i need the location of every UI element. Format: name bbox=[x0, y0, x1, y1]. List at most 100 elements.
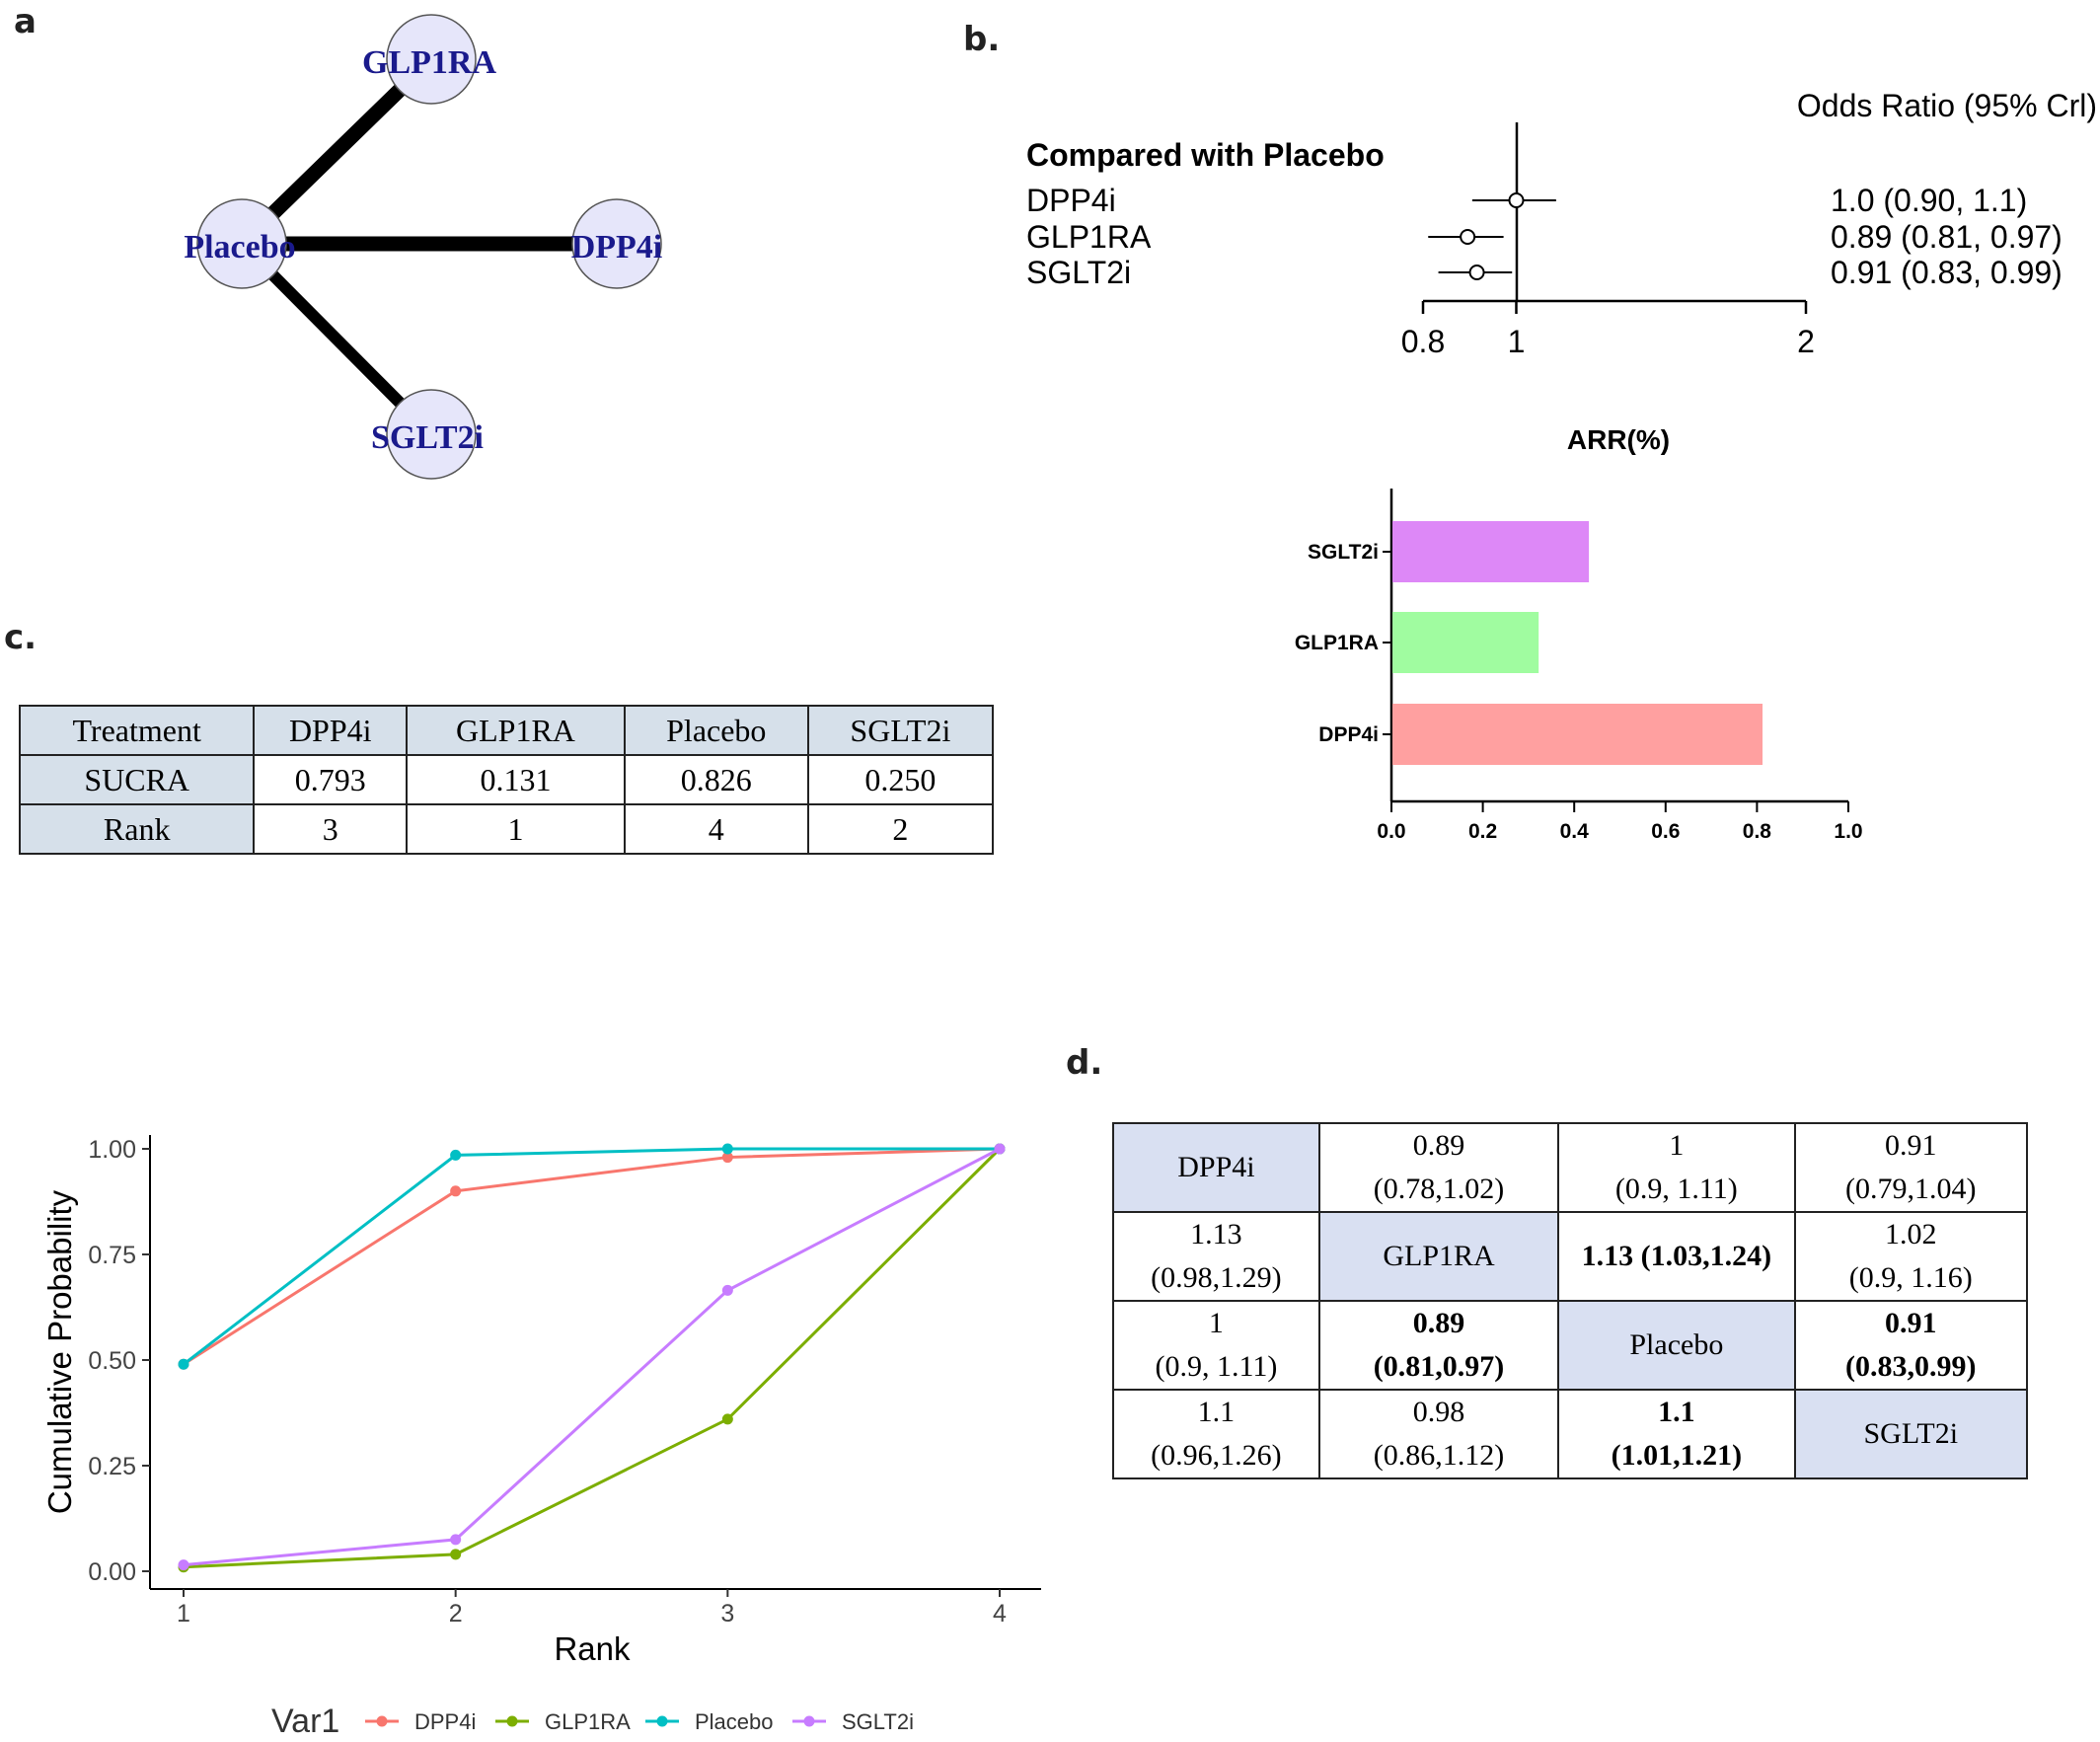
league-cell-interval: (0.98,1.29) bbox=[1151, 1261, 1282, 1294]
league-cell: 1.1 (0.96,1.26) bbox=[1112, 1389, 1320, 1479]
sucra-cell: 0.793 bbox=[253, 754, 409, 805]
sucra-row: Rank 3 1 4 2 bbox=[18, 803, 995, 855]
rank-series-placebo bbox=[178, 1143, 1006, 1370]
forest-plot: Odds Ratio (95% Crl) Compared with Place… bbox=[1026, 88, 2097, 359]
forest-row-label: GLP1RA bbox=[1026, 219, 1152, 255]
rank-data-point bbox=[450, 1534, 462, 1546]
sucra-cell: 4 bbox=[623, 803, 809, 855]
forest-tick-label: 0.8 bbox=[1401, 324, 1445, 359]
rank-data-point bbox=[450, 1549, 462, 1560]
league-cell: 0.89 (0.78,1.02) bbox=[1317, 1122, 1560, 1213]
forest-tick-label: 2 bbox=[1797, 324, 1815, 359]
arr-bar bbox=[1392, 521, 1590, 582]
rank-series-line bbox=[183, 1147, 1001, 1567]
arr-x-tick-label: 0.0 bbox=[1377, 820, 1405, 843]
legend-label: DPP4i bbox=[414, 1709, 476, 1734]
forest-row-label: SGLT2i bbox=[1026, 255, 1131, 290]
league-cell-interval: (0.96,1.26) bbox=[1151, 1439, 1282, 1472]
rank-series-line bbox=[183, 1147, 1002, 1569]
forest-point-estimate bbox=[1468, 265, 1485, 280]
node-sglt2i bbox=[386, 389, 477, 480]
panel-label-c: c. bbox=[4, 618, 38, 657]
arr-title: ARR(%) bbox=[1567, 424, 1670, 455]
node-label-placebo: Placebo bbox=[184, 229, 295, 265]
legend-item: Placebo bbox=[645, 1709, 774, 1734]
league-cell-estimate: SGLT2i bbox=[1863, 1417, 1959, 1450]
forest-header: Odds Ratio (95% Crl) bbox=[1797, 88, 2097, 123]
rank-data-point bbox=[178, 1559, 189, 1571]
rank-y-tick-label: 0.75 bbox=[88, 1242, 136, 1269]
league-cell-estimate: DPP4i bbox=[1177, 1151, 1255, 1183]
forest-row: DPP4i 1.0 (0.90, 1.1) bbox=[1026, 183, 2027, 218]
rank-data-point bbox=[721, 1143, 733, 1155]
rank-xlabel: Rank bbox=[554, 1630, 631, 1667]
arr-bar bbox=[1392, 704, 1763, 765]
rank-x-tick-label: 4 bbox=[993, 1600, 1007, 1628]
rank-data-point bbox=[721, 1152, 733, 1164]
league-diagonal-cell: GLP1RA bbox=[1317, 1211, 1560, 1302]
league-cell-estimate: 0.89 bbox=[1412, 1129, 1465, 1162]
league-cell-interval: (0.79,1.04) bbox=[1845, 1173, 1977, 1205]
league-cell: 0.91 (0.79,1.04) bbox=[1793, 1122, 2029, 1213]
league-diagonal-cell: Placebo bbox=[1557, 1300, 1796, 1391]
rank-data-point bbox=[721, 1284, 733, 1296]
league-cell-estimate: Placebo bbox=[1629, 1328, 1724, 1361]
arr-x-tick-label: 1.0 bbox=[1834, 820, 1862, 843]
league-cell: 0.98 (0.86,1.12) bbox=[1317, 1389, 1560, 1479]
forest-row-value: 0.89 (0.81, 0.97) bbox=[1831, 219, 2062, 255]
arr-x-tick-label: 0.2 bbox=[1468, 820, 1497, 843]
sucra-header-cell: Placebo bbox=[623, 705, 809, 756]
arr-x-tick-label: 0.4 bbox=[1560, 820, 1590, 843]
arr-bar-chart: ARR(%) SGLT2i GLP1RA DPP4i 0.0 0.2 0.4 0.6 0.8… bbox=[1295, 424, 1863, 843]
rank-data-point bbox=[450, 1185, 462, 1197]
legend-label: GLP1RA bbox=[545, 1709, 631, 1734]
node-label-dpp4i: DPP4i bbox=[571, 229, 663, 265]
league-cell-estimate: 1.1 bbox=[1197, 1396, 1236, 1428]
legend-label: SGLT2i bbox=[842, 1709, 914, 1734]
sucra-header-row: Treatment DPP4i GLP1RA Placebo SGLT2i bbox=[18, 705, 995, 756]
legend-label: Placebo bbox=[695, 1709, 774, 1734]
panel-label-d: d. bbox=[1066, 1043, 1103, 1083]
sucra-header-cell: DPP4i bbox=[253, 705, 409, 756]
rank-series-glp1ra bbox=[178, 1143, 1006, 1573]
forest-row-label: DPP4i bbox=[1026, 183, 1116, 218]
rank-data-point bbox=[450, 1149, 462, 1161]
arr-category-label: GLP1RA bbox=[1295, 632, 1379, 654]
forest-group-title: Compared with Placebo bbox=[1026, 137, 1385, 173]
arr-bar bbox=[1392, 612, 1539, 673]
rank-x-tick-label: 1 bbox=[177, 1600, 190, 1628]
league-row: 1.13 (0.98,1.29) GLP1RA 1.13 (1.03,1.24) 1.0… bbox=[1112, 1211, 2029, 1302]
rank-y-tick-label: 0.00 bbox=[88, 1558, 136, 1586]
league-cell: 1 (0.9, 1.11) bbox=[1557, 1122, 1796, 1213]
forest-tick-label: 1 bbox=[1508, 324, 1526, 359]
node-glp1ra bbox=[386, 14, 477, 105]
league-cell: 0.89 (0.81,0.97) bbox=[1317, 1300, 1560, 1391]
league-cell-estimate: 1 bbox=[1669, 1129, 1685, 1162]
forest-row: GLP1RA 0.89 (0.81, 0.97) bbox=[1026, 219, 2062, 255]
league-table: DPP4i 0.89 (0.78,1.02) 1 (0.9, 1.11) 0.91 (0.7… bbox=[1112, 1122, 2029, 1479]
rank-data-point bbox=[994, 1143, 1006, 1155]
rank-data-point bbox=[721, 1413, 733, 1425]
sucra-cell: 3 bbox=[253, 803, 409, 855]
rank-series-line bbox=[183, 1147, 1001, 1366]
rank-x-tick-label: 3 bbox=[720, 1600, 734, 1628]
arr-x-tick-label: 0.8 bbox=[1743, 820, 1772, 843]
arr-x-tick-label: 0.6 bbox=[1651, 820, 1680, 843]
league-cell: 0.91 (0.83,0.99) bbox=[1793, 1300, 2029, 1391]
league-cell-interval: (0.83,0.99) bbox=[1845, 1350, 1977, 1383]
rank-series-dpp4i bbox=[178, 1143, 1006, 1370]
sucra-cell: 0.250 bbox=[806, 754, 995, 805]
arr-category-label: SGLT2i bbox=[1308, 541, 1379, 564]
rank-y-tick-label: 1.00 bbox=[88, 1136, 136, 1164]
sucra-row-label: Rank bbox=[18, 803, 256, 855]
sucra-row-label: SUCRA bbox=[18, 754, 256, 805]
sucra-header-cell: GLP1RA bbox=[406, 705, 626, 756]
panel-label-b: b. bbox=[963, 20, 1001, 59]
league-cell-estimate: 0.91 bbox=[1885, 1129, 1937, 1162]
league-cell-estimate: 1 bbox=[1208, 1307, 1224, 1339]
rank-ylabel: Cumulative Probability bbox=[41, 1189, 78, 1514]
rank-series-line bbox=[183, 1147, 1000, 1366]
league-cell-estimate: 1.1 bbox=[1658, 1396, 1695, 1428]
league-cell-estimate: 0.91 bbox=[1885, 1307, 1937, 1339]
league-cell-interval: (0.9, 1.16) bbox=[1848, 1261, 1973, 1294]
